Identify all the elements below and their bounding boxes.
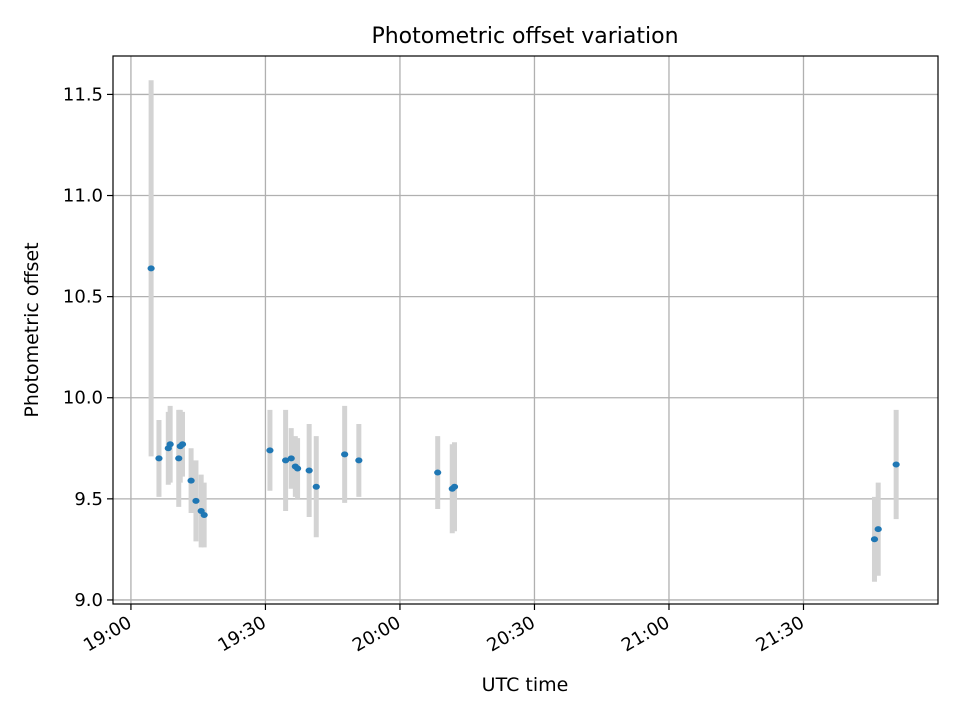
y-axis-ticks: 9.0 9.5 10.0 10.5 11.0 11.5	[63, 84, 113, 611]
plot-frame	[112, 55, 939, 605]
x-axis-label: UTC time	[482, 674, 569, 696]
y-tick-label: 9.5	[74, 489, 103, 510]
y-tick-label: 11.0	[63, 186, 103, 207]
y-tick-label: 10.0	[63, 388, 103, 409]
data-point	[892, 461, 900, 468]
data-point	[155, 455, 163, 462]
data-point	[187, 477, 195, 484]
x-tick-label: 20:00	[349, 612, 404, 656]
x-tick-label: 20:30	[484, 612, 539, 656]
data-point	[166, 441, 174, 448]
plot-background	[113, 56, 938, 604]
x-tick-label: 19:00	[80, 612, 135, 656]
data-point	[282, 457, 290, 464]
data-point	[293, 465, 302, 472]
data-point	[200, 512, 208, 519]
y-tick-label: 11.5	[63, 84, 103, 105]
data-point	[341, 451, 349, 458]
x-tick-label: 21:30	[753, 612, 808, 656]
data-point	[312, 483, 320, 490]
chart-title: Photometric offset variation	[371, 24, 678, 49]
y-tick-label: 9.0	[74, 590, 103, 611]
data-point	[874, 526, 882, 533]
x-axis-ticks: 19:00 19:30 20:00 20:30 21:00 21:30	[80, 604, 808, 656]
data-points	[147, 265, 900, 543]
data-point	[450, 483, 459, 490]
x-tick-label: 21:00	[618, 612, 673, 656]
x-tick-label: 19:30	[215, 612, 270, 656]
data-point	[870, 536, 879, 543]
data-point	[175, 455, 183, 462]
data-point	[178, 441, 187, 448]
data-point	[434, 469, 442, 476]
data-point	[305, 467, 313, 474]
y-axis-label: Photometric offset	[21, 242, 43, 417]
data-point	[355, 457, 363, 464]
y-tick-label: 10.5	[63, 287, 103, 308]
grid	[113, 56, 938, 604]
data-point	[266, 447, 274, 454]
data-point	[147, 265, 155, 272]
data-point	[287, 455, 295, 462]
data-point	[192, 497, 200, 504]
